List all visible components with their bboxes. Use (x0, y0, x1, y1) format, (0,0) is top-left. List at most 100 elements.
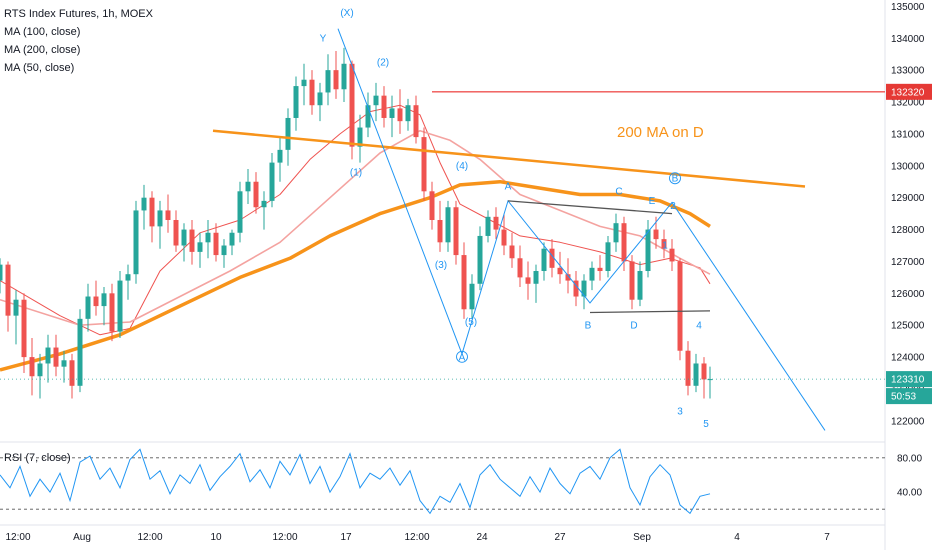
candle-body (397, 108, 403, 122)
legend-ma100: MA (100, close) (4, 26, 81, 38)
price-tag-label: 123310 (891, 375, 925, 386)
ma100-line (0, 129, 711, 326)
y-tick-label: 134000 (891, 34, 925, 45)
price-tag-label: 50:53 (891, 392, 916, 403)
wave-label: D (630, 320, 637, 331)
candle-body (421, 137, 427, 192)
candle-body (101, 293, 107, 307)
candle-body (413, 105, 419, 138)
candle-body (581, 280, 587, 297)
candle-body (277, 149, 283, 163)
candle-body (453, 207, 459, 256)
price-tag-label: 132320 (891, 87, 925, 98)
triangle-upper (507, 200, 673, 215)
candle-body (173, 220, 179, 246)
candle-body (357, 127, 363, 147)
annotation-200ma: 200 MA on D (617, 124, 704, 141)
triangle-lower (589, 310, 711, 314)
candle-body (637, 271, 643, 300)
candle-body (461, 255, 467, 310)
y-tick-label: 133000 (891, 66, 925, 77)
candle-body (125, 274, 131, 281)
wave-label: Y (320, 33, 327, 44)
candle-body (485, 216, 491, 236)
candle-body (613, 223, 619, 243)
candle-body (381, 95, 387, 118)
candle-body (149, 197, 155, 227)
candle-body (549, 248, 555, 268)
candle-body (29, 357, 35, 377)
wave-path (337, 28, 826, 431)
candle-body (77, 318, 83, 386)
candle-body (533, 271, 539, 284)
y-tick-label: 127000 (891, 257, 925, 268)
x-tick-label: 12:00 (404, 532, 429, 543)
candle-body (13, 299, 19, 316)
y-tick-label: 125000 (891, 321, 925, 332)
legend-ma200: MA (200, close) (4, 44, 81, 56)
candle-body (261, 200, 267, 208)
candle-body (653, 229, 659, 240)
candle-body (333, 70, 339, 90)
wave-label-circle (456, 350, 468, 363)
candle-body (517, 258, 523, 278)
x-tick-label: 24 (476, 532, 488, 543)
wave-label: (X) (340, 8, 353, 19)
candle-body (341, 63, 347, 90)
x-tick-label: 12:00 (5, 532, 30, 543)
candle-body (445, 207, 451, 243)
candle-body (573, 280, 579, 297)
wave-label: 1 (662, 241, 668, 252)
wave-label: (4) (456, 161, 468, 172)
candle-body (469, 283, 475, 310)
candle-body (21, 299, 27, 358)
candle-body (565, 274, 571, 281)
wave-label: (1) (350, 167, 362, 178)
y-tick-label: 128000 (891, 225, 925, 236)
ma200-line (0, 179, 711, 372)
candle-body (109, 293, 115, 332)
candle-body (605, 242, 611, 272)
candle-body (181, 229, 187, 246)
candle-body (405, 105, 411, 122)
x-tick-label: 7 (824, 532, 830, 543)
candle-body (189, 229, 195, 252)
wave-label: B (672, 174, 679, 185)
candle-body (597, 267, 603, 272)
candle-body (525, 277, 531, 284)
candle-body (301, 79, 307, 87)
wave-label-circle (669, 172, 681, 185)
candle-body (85, 296, 91, 319)
x-tick-label: 4 (734, 532, 740, 543)
wave-label: B (585, 320, 592, 331)
wave-label: 3 (677, 406, 683, 417)
wave-label: (2) (377, 57, 389, 68)
wave-label: A (459, 352, 466, 363)
y-tick-label: 124000 (891, 353, 925, 364)
candle-body (501, 229, 507, 246)
candle-body (429, 191, 435, 220)
candle-body (245, 181, 251, 192)
candle-body (317, 92, 323, 106)
legend-ma50: MA (50, close) (4, 62, 75, 74)
wave-label: A (505, 182, 512, 193)
y-tick-label: 126000 (891, 289, 925, 300)
x-tick-label: 12:00 (272, 532, 297, 543)
candle-body (693, 363, 699, 386)
y-tick-label: 135000 (891, 2, 925, 13)
candle-body (589, 267, 595, 281)
chart-title: RTS Index Futures, 1h, MOEX (4, 8, 153, 20)
candle-body (0, 264, 3, 281)
candle-body (557, 267, 563, 275)
candle-body (229, 232, 235, 246)
candle-body (197, 242, 203, 252)
candle-body (53, 347, 59, 367)
candle-body (677, 261, 683, 351)
candle-body (157, 210, 163, 227)
candle-body (205, 232, 211, 243)
candle-body (325, 70, 331, 93)
candle-body (645, 229, 651, 272)
wave-label: 4 (696, 320, 702, 331)
candle-body (629, 261, 635, 300)
